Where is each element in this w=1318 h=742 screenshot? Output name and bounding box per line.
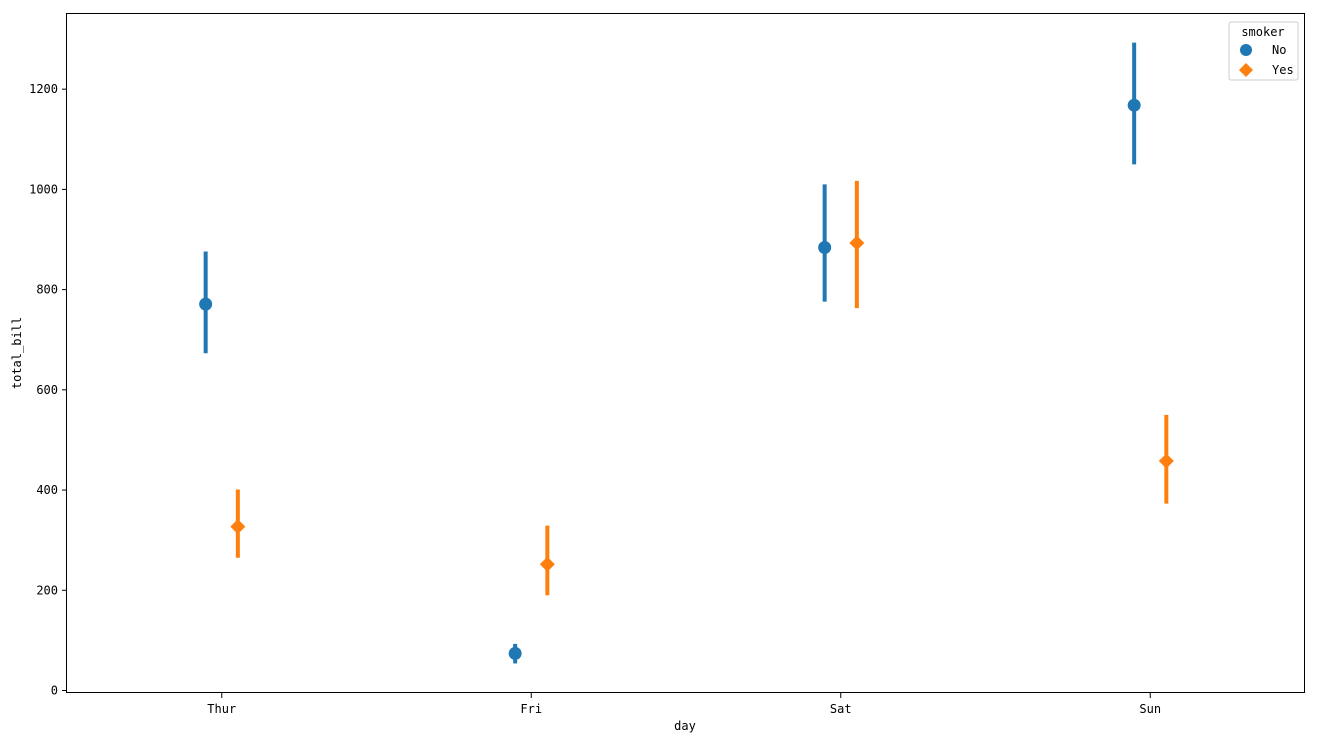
x-tick-label: Sun [1139, 702, 1161, 716]
chart-marks [199, 42, 1174, 664]
y-axis-label: total_bill [10, 317, 24, 389]
legend: smoker No Yes [1228, 21, 1299, 81]
x-axis-label: day [674, 719, 696, 733]
y-tick-label: 1000 [29, 182, 58, 196]
data-point [849, 235, 865, 251]
data-point [230, 519, 246, 535]
data-point [1158, 453, 1174, 469]
y-tick-label: 400 [36, 483, 58, 497]
y-tick-label: 600 [36, 383, 58, 397]
legend-marker [1239, 63, 1253, 77]
y-tick-label: 800 [36, 283, 58, 297]
legend-label: No [1272, 43, 1286, 57]
data-point [199, 297, 213, 311]
data-point [539, 556, 555, 572]
x-tick-label: Thur [207, 702, 236, 716]
plot-frame [66, 13, 1305, 693]
data-point [818, 241, 832, 255]
legend-entries: No Yes [1239, 43, 1294, 77]
x-axis: Thur Fri Sat Sun [207, 693, 1161, 716]
data-point [508, 646, 522, 660]
data-point [1127, 98, 1141, 112]
legend-marker [1240, 44, 1252, 56]
legend-title: smoker [1241, 25, 1284, 39]
y-tick-label: 0 [51, 683, 58, 697]
y-tick-label: 1200 [29, 82, 58, 96]
y-axis: 0 200 400 600 800 1000 1200 [29, 82, 67, 697]
x-tick-label: Fri [520, 702, 542, 716]
y-tick-label: 200 [36, 583, 58, 597]
legend-label: Yes [1272, 63, 1294, 77]
x-tick-label: Sat [830, 702, 852, 716]
